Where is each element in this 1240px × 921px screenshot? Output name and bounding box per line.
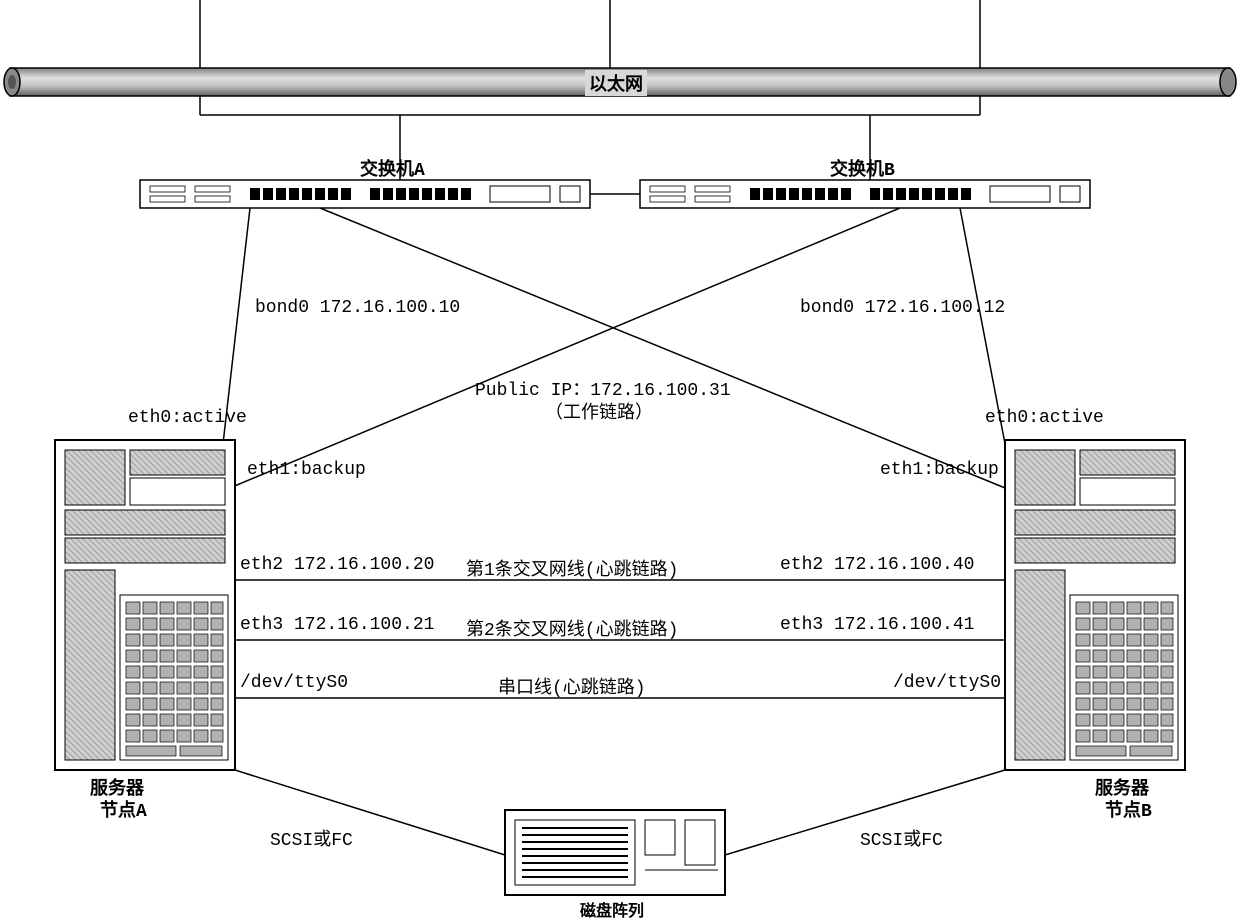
serial-a-label: /dev/ttyS0 [240,673,348,693]
eth2-a-label: eth2 172.16.100.20 [240,555,434,575]
switch-a-icon [140,180,590,208]
switch-a-label: 交换机A [360,155,425,181]
switch-b-label: 交换机B [830,155,895,181]
eth0-a-label: eth0:active [128,408,247,428]
diagram-svg [0,0,1240,915]
public-ip-line2: （工作链路） [545,398,653,424]
eth2-desc-label: 第1条交叉网线(心跳链路) [466,555,678,581]
ethernet-label: 以太网 [585,70,647,96]
eth3-b-label: eth3 172.16.100.41 [780,615,974,635]
eth1-a-label: eth1:backup [247,460,366,480]
bond0-a-label: bond0 172.16.100.10 [255,298,460,318]
eth3-desc-label: 第2条交叉网线(心跳链路) [466,615,678,641]
server-b-icon [1005,440,1185,770]
eth1-b-label: eth1:backup [880,460,999,480]
serial-desc-label: 串口线(心跳链路) [498,673,646,699]
server-a-icon [55,440,235,770]
eth0-b-label: eth0:active [985,408,1104,428]
serial-b-label: /dev/ttyS0 [893,673,1001,693]
scsi-a-label: SCSI或FC [270,825,353,851]
disk-array-icon [505,810,725,895]
switch-b-icon [640,180,1090,208]
server-b-label2: 节点B [1105,796,1152,822]
bond0-b-label: bond0 172.16.100.12 [800,298,1005,318]
eth2-b-label: eth2 172.16.100.40 [780,555,974,575]
eth3-a-label: eth3 172.16.100.21 [240,615,434,635]
server-a-label2: 节点A [100,796,147,822]
scsi-b-label: SCSI或FC [860,825,943,851]
disk-array-label: 磁盘阵列 [580,897,644,921]
network-diagram: 以太网 交换机A 交换机B bond0 172.16.100.10 bond0 … [0,0,1240,915]
